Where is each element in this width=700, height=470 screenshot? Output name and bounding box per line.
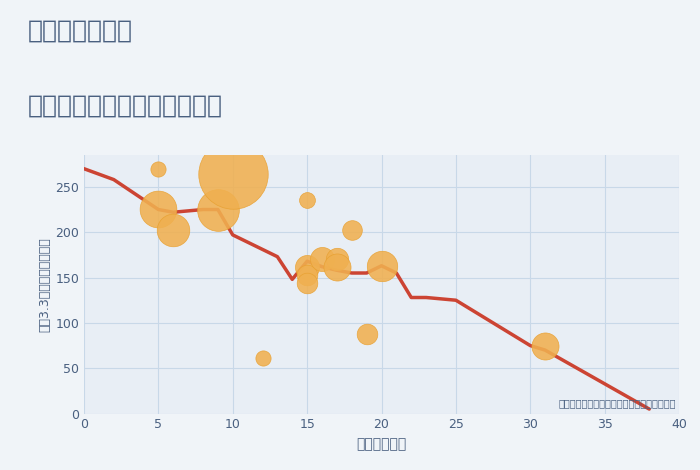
- Point: [227, 171, 238, 178]
- Point: [376, 262, 387, 269]
- Text: 築年数別中古マンション価格: 築年数別中古マンション価格: [28, 94, 223, 118]
- Point: [302, 279, 313, 287]
- X-axis label: 築年数（年）: 築年数（年）: [356, 437, 407, 451]
- Point: [153, 205, 164, 212]
- Y-axis label: 坪（3.3㎡）単価（万円）: 坪（3.3㎡）単価（万円）: [38, 237, 51, 332]
- Point: [302, 271, 313, 279]
- Point: [331, 256, 342, 263]
- Point: [302, 263, 313, 270]
- Point: [331, 263, 342, 270]
- Point: [302, 196, 313, 204]
- Point: [212, 206, 223, 213]
- Point: [361, 330, 372, 337]
- Point: [316, 255, 328, 262]
- Text: 愛知県本陣駅の: 愛知県本陣駅の: [28, 19, 133, 43]
- Point: [153, 165, 164, 172]
- Point: [257, 354, 268, 362]
- Point: [540, 342, 551, 349]
- Text: 円の大きさは、取引のあった物件面積を示す: 円の大きさは、取引のあった物件面積を示す: [559, 398, 676, 408]
- Point: [346, 227, 357, 234]
- Point: [168, 227, 179, 234]
